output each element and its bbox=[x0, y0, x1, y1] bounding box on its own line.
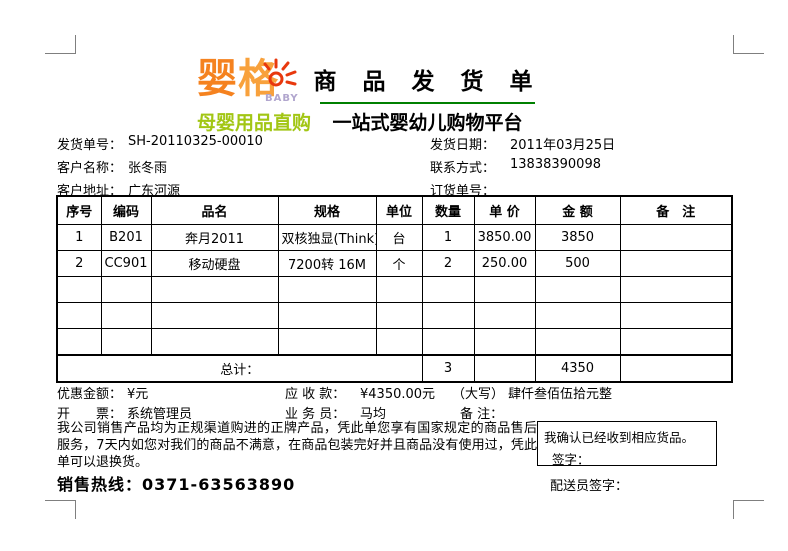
ship-no-value: SH-20110325-00010 bbox=[128, 134, 263, 149]
col-header-note: 备 注 bbox=[619, 195, 733, 225]
total-amount: 4350 bbox=[534, 354, 621, 383]
table-row bbox=[56, 328, 733, 356]
cell-code: B201 bbox=[100, 224, 152, 251]
courier-sign-label: 配送员签字： bbox=[550, 479, 629, 494]
col-header-price: 单 价 bbox=[473, 195, 536, 225]
brand-logo: 婴格 BABY 母婴用品直购 bbox=[197, 57, 327, 135]
logo-tagline: 母婴用品直购 bbox=[197, 112, 312, 134]
table-total-row: 总计： 3 4350 bbox=[56, 354, 733, 383]
cell-price: 3850.00 bbox=[473, 224, 536, 251]
col-header-seq: 序号 bbox=[56, 195, 102, 225]
col-header-code: 编码 bbox=[100, 195, 152, 225]
issuer-value: 系统管理员 bbox=[127, 407, 193, 422]
total-note bbox=[619, 354, 733, 383]
contact-value: 13838390098 bbox=[510, 157, 601, 172]
table-row bbox=[56, 302, 733, 329]
cell-spec: 7200转 16M bbox=[277, 250, 377, 277]
customer-sign-label: 签字： bbox=[552, 452, 590, 467]
cell-unit: 个 bbox=[375, 250, 423, 277]
col-header-amount: 金 额 bbox=[534, 195, 621, 225]
cell-amount: 500 bbox=[534, 250, 621, 277]
items-table: 序号 编码 品名 规格 单位 数量 单 价 金 额 备 注 1 B201 奔月2… bbox=[56, 195, 733, 383]
cell-amount: 3850 bbox=[534, 224, 621, 251]
cell-spec: 双核独显(Think) bbox=[277, 224, 377, 251]
col-header-name: 品名 bbox=[150, 195, 279, 225]
hotline-number: 0371-63563890 bbox=[142, 475, 296, 494]
table-row: 2 CC901 移动硬盘 7200转 16M 个 2 250.00 500 bbox=[56, 250, 733, 277]
cell-price: 250.00 bbox=[473, 250, 536, 277]
page-corner-mark-top-right bbox=[733, 35, 764, 54]
page-corner-mark-bottom-right bbox=[733, 500, 764, 519]
receivable-label: 应 收 款： bbox=[285, 387, 346, 402]
confirm-text: 我确认已经收到相应货品。 bbox=[544, 430, 695, 445]
discount-value: ¥元 bbox=[127, 387, 149, 402]
discount-label: 优惠金额： bbox=[57, 387, 123, 402]
salesman-label: 业 务 员： bbox=[285, 407, 346, 422]
contact-label: 联系方式： bbox=[430, 161, 496, 176]
issuer-label: 开 票： bbox=[57, 407, 123, 422]
return-policy-text: 我公司销售产品均为正规渠道购进的正牌产品，凭此单您享有国家规定的商品售后服务，7… bbox=[57, 421, 537, 470]
cell-unit: 台 bbox=[375, 224, 423, 251]
cell-qty: 2 bbox=[421, 250, 475, 277]
cell-note bbox=[619, 250, 733, 277]
amount-in-words-value: 肆仟叁佰伍拾元整 bbox=[508, 387, 613, 402]
ship-date-label: 发货日期： bbox=[430, 138, 496, 153]
total-label: 总计： bbox=[56, 354, 423, 383]
document-title: 商 品 发 货 单 bbox=[313, 69, 542, 95]
table-row: 1 B201 奔月2011 双核独显(Think) 台 1 3850.00 38… bbox=[56, 224, 733, 251]
cell-seq: 1 bbox=[56, 224, 102, 251]
ship-date-value: 2011年03月25日 bbox=[510, 138, 616, 153]
receipt-confirm-box: 我确认已经收到相应货品。 签字： bbox=[537, 421, 717, 467]
table-row bbox=[56, 276, 733, 303]
table-header-row: 序号 编码 品名 规格 单位 数量 单 价 金 额 备 注 bbox=[56, 195, 733, 225]
logo-baby-text: BABY bbox=[265, 93, 299, 104]
col-header-unit: 单位 bbox=[375, 195, 423, 225]
cell-qty: 1 bbox=[421, 224, 475, 251]
receivable-value: ¥4350.00元 bbox=[360, 387, 436, 402]
document-subtitle: 一站式婴幼儿购物平台 bbox=[332, 112, 523, 134]
cell-code: CC901 bbox=[100, 250, 152, 277]
cell-name: 移动硬盘 bbox=[150, 250, 279, 277]
total-qty: 3 bbox=[421, 354, 475, 383]
ship-no-label: 发货单号： bbox=[57, 138, 123, 153]
sunburst-icon bbox=[263, 53, 301, 95]
col-header-spec: 规格 bbox=[277, 195, 377, 225]
sales-hotline: 销售热线：0371-63563890 bbox=[57, 471, 295, 495]
total-unit-price bbox=[473, 354, 536, 383]
customer-name-value: 张冬雨 bbox=[128, 161, 168, 176]
page-corner-mark-top-left bbox=[45, 35, 76, 54]
salesman-value: 马均 bbox=[360, 407, 387, 422]
title-block: 商 品 发 货 单 一站式婴幼儿购物平台 bbox=[305, 62, 550, 135]
hotline-label: 销售热线： bbox=[57, 475, 143, 494]
cell-name: 奔月2011 bbox=[150, 224, 279, 251]
col-header-qty: 数量 bbox=[421, 195, 475, 225]
page-corner-mark-bottom-left bbox=[45, 500, 76, 519]
amount-in-words-label: （大写） bbox=[452, 387, 505, 402]
note-label: 备 注： bbox=[460, 407, 504, 422]
title-underline bbox=[320, 102, 535, 104]
cell-seq: 2 bbox=[56, 250, 102, 277]
cell-note bbox=[619, 224, 733, 251]
customer-name-label: 客户名称： bbox=[57, 161, 123, 176]
